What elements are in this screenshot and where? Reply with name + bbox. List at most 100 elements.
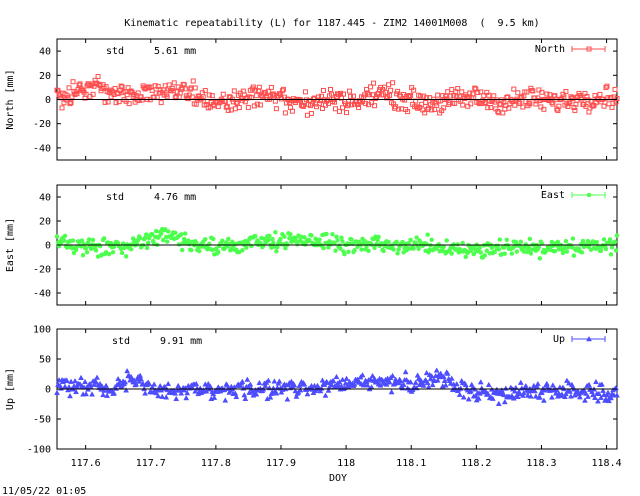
east-point xyxy=(134,241,140,247)
east-point xyxy=(527,236,533,242)
up-point xyxy=(163,394,170,400)
north-point xyxy=(386,82,392,88)
east-point xyxy=(560,250,566,256)
east-point xyxy=(330,232,335,237)
up-point xyxy=(520,389,527,396)
north-point xyxy=(112,85,118,91)
up-point xyxy=(501,398,508,405)
up-point xyxy=(448,375,455,381)
north-point xyxy=(418,93,424,99)
north-point xyxy=(459,89,465,95)
east-point xyxy=(149,231,155,237)
east-point xyxy=(54,234,60,239)
north-point xyxy=(156,90,162,96)
north-point xyxy=(443,93,449,99)
east-point xyxy=(144,245,150,251)
up-point xyxy=(456,391,463,397)
north-point xyxy=(252,87,258,93)
east-point xyxy=(81,242,87,247)
north-point xyxy=(584,93,590,99)
east-point xyxy=(178,232,184,237)
east-point xyxy=(601,237,607,242)
east-point xyxy=(372,245,377,251)
north-point xyxy=(77,81,83,87)
up-point xyxy=(516,390,523,397)
east-point xyxy=(176,242,182,247)
north-point xyxy=(119,84,125,90)
up-point xyxy=(561,393,568,400)
north-point xyxy=(356,104,362,110)
north-point xyxy=(335,91,341,97)
east-point xyxy=(226,236,231,242)
north-point xyxy=(482,99,488,105)
east-point xyxy=(172,230,178,235)
east-point xyxy=(61,238,67,243)
north-point xyxy=(368,84,374,90)
east-point xyxy=(339,235,344,240)
up-point xyxy=(343,375,350,381)
up-point xyxy=(565,380,572,386)
east-point xyxy=(349,237,354,242)
east-point xyxy=(110,250,116,255)
up-point xyxy=(444,370,451,376)
north-point xyxy=(313,104,319,110)
east-legend-marker xyxy=(586,192,592,198)
up-y-tick-label: 50 xyxy=(39,355,51,366)
north-y-tick-label: -20 xyxy=(33,119,51,130)
up-point xyxy=(165,380,172,387)
north-point xyxy=(193,101,199,107)
east-point xyxy=(489,245,495,250)
east-point xyxy=(552,248,558,254)
up-point xyxy=(582,397,588,403)
north-point xyxy=(495,108,501,114)
north-point xyxy=(202,88,208,94)
up-point xyxy=(164,386,171,393)
north-point xyxy=(512,102,518,108)
up-point xyxy=(567,393,574,399)
up-point xyxy=(427,375,434,382)
east-point xyxy=(273,229,278,235)
north-point xyxy=(300,103,306,109)
up-point xyxy=(89,391,95,397)
up-point xyxy=(485,381,492,388)
up-point xyxy=(159,393,166,399)
north-point xyxy=(610,100,616,106)
up-point xyxy=(428,372,435,379)
north-point xyxy=(332,106,338,112)
north-point xyxy=(348,93,354,99)
east-std-value: 4.76 mm xyxy=(154,192,196,203)
east-point xyxy=(244,245,249,250)
east-y-axis-label: East [mm] xyxy=(5,218,16,272)
north-point xyxy=(233,99,239,105)
north-point xyxy=(173,94,179,100)
east-point xyxy=(513,239,519,245)
up-point xyxy=(514,393,521,400)
up-point xyxy=(151,381,158,387)
north-point xyxy=(448,93,454,99)
up-point xyxy=(369,372,376,379)
east-point xyxy=(342,251,347,257)
east-point xyxy=(84,249,90,255)
east-point xyxy=(158,231,164,236)
east-point xyxy=(614,233,620,238)
north-point xyxy=(166,82,172,88)
up-point xyxy=(549,382,556,388)
up-point xyxy=(608,394,614,401)
x-tick-label: 117.9 xyxy=(266,458,296,469)
east-point xyxy=(137,235,143,241)
east-point xyxy=(333,248,338,253)
north-point xyxy=(302,89,308,95)
north-point xyxy=(273,106,279,112)
north-point xyxy=(572,107,578,113)
north-point xyxy=(511,86,517,92)
up-point xyxy=(577,394,583,400)
east-point xyxy=(70,238,76,243)
north-point xyxy=(351,93,357,99)
north-point xyxy=(220,91,226,97)
up-point xyxy=(596,390,602,396)
north-point xyxy=(445,89,451,95)
east-point xyxy=(79,238,85,243)
up-point xyxy=(400,381,407,387)
north-point xyxy=(189,94,195,100)
east-point xyxy=(608,252,614,257)
